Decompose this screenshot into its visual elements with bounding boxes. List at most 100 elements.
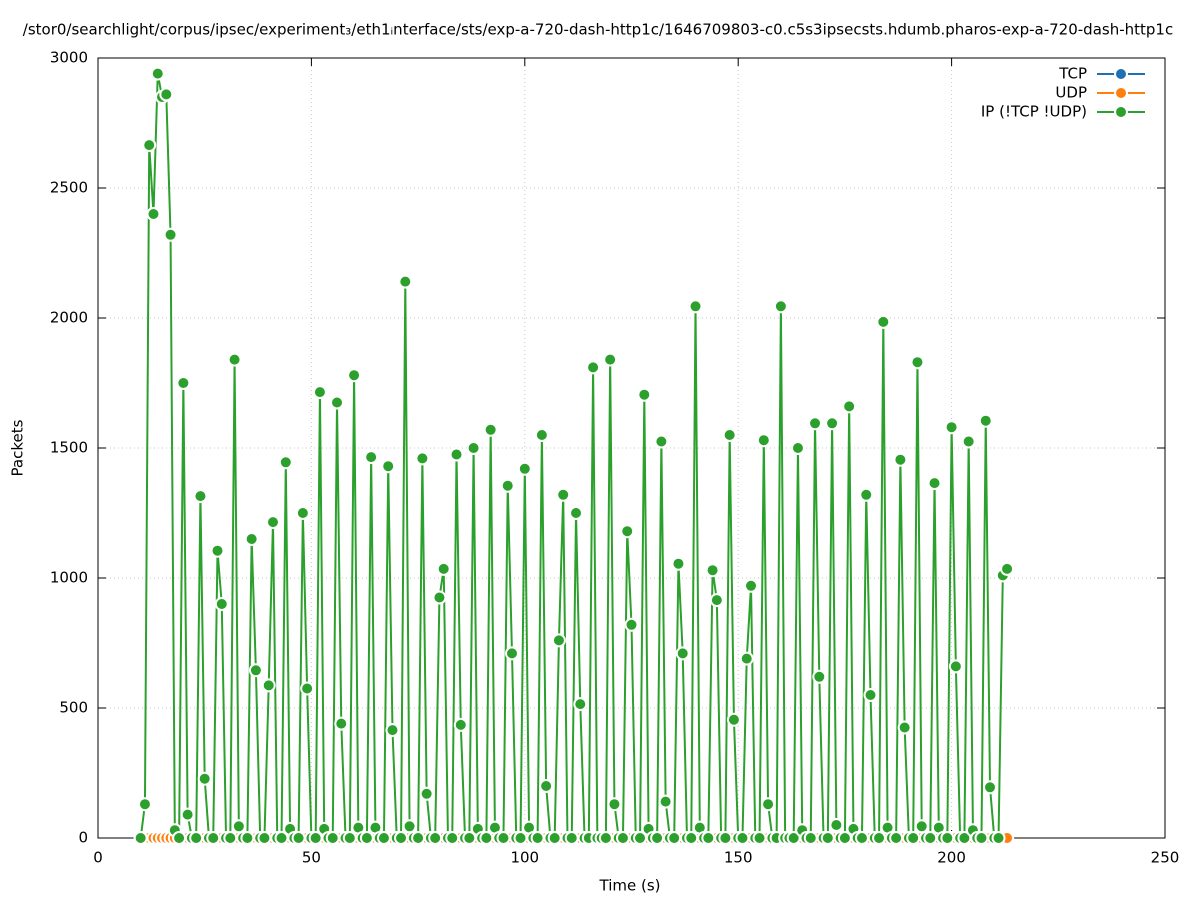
data-point: [500, 478, 515, 493]
y-axis-label: Packets: [9, 419, 27, 476]
data-point: [504, 646, 519, 661]
data-point: [756, 433, 771, 448]
x-tick-label: 0: [93, 849, 103, 867]
data-point: [573, 697, 588, 712]
data-point: [483, 422, 498, 437]
data-point: [534, 428, 549, 442]
data-point: [910, 355, 925, 370]
data-point: [897, 720, 912, 735]
data-point: [983, 780, 998, 795]
data-point: [295, 506, 310, 520]
y-tick-label: 1500: [50, 439, 88, 457]
data-point: [517, 461, 532, 476]
data-point: [394, 831, 409, 845]
data-point: [825, 416, 840, 431]
data-point: [607, 797, 622, 812]
x-tick-label: 50: [302, 849, 321, 867]
data-point: [453, 717, 468, 732]
data-point: [773, 299, 788, 314]
data-point: [142, 138, 157, 153]
data-point: [684, 831, 699, 845]
data-point: [927, 476, 942, 491]
data-point: [278, 455, 293, 470]
x-tick-label: 200: [937, 849, 966, 867]
data-point: [415, 451, 430, 466]
data-point: [726, 712, 741, 727]
data-point: [137, 797, 152, 812]
data-point: [709, 593, 724, 608]
data-point: [569, 506, 584, 520]
data-point: [978, 413, 993, 428]
x-axis-label: Time (s): [599, 877, 661, 895]
data-point: [445, 831, 460, 845]
data-point: [803, 831, 818, 845]
data-point: [829, 818, 844, 832]
data-point: [761, 797, 776, 812]
data-point: [539, 779, 554, 793]
data-point: [479, 831, 494, 845]
data-point: [419, 786, 434, 801]
data-point: [342, 831, 357, 845]
y-tick-label: 500: [59, 699, 88, 717]
data-point: [227, 352, 242, 367]
data-point: [300, 681, 315, 696]
data-point: [812, 669, 827, 684]
data-point: [291, 831, 306, 845]
data-point: [688, 299, 703, 314]
data-point: [948, 659, 963, 674]
data-point: [991, 831, 1006, 845]
data-point: [214, 597, 229, 611]
data-point: [436, 561, 451, 576]
data-point: [675, 646, 690, 661]
data-point: [334, 716, 349, 731]
data-point: [654, 434, 669, 449]
data-point: [359, 831, 374, 845]
data-point: [705, 563, 720, 578]
data-point: [231, 819, 246, 834]
y-tick-label: 3000: [50, 49, 88, 67]
data-point: [150, 66, 165, 81]
data-point: [744, 578, 759, 593]
x-tick-label: 150: [724, 849, 753, 867]
data-point: [820, 831, 835, 845]
data-point: [551, 633, 566, 648]
data-point: [172, 831, 187, 845]
data-point: [210, 543, 225, 558]
legend-label: UDP: [1055, 84, 1087, 102]
data-point: [180, 807, 195, 822]
data-point: [808, 416, 823, 431]
data-point: [466, 441, 481, 455]
y-tick-label: 0: [78, 829, 88, 847]
legend-label: TCP: [1058, 65, 1087, 83]
data-point: [496, 831, 511, 845]
data-point: [603, 352, 618, 367]
legend-marker: [1114, 67, 1128, 81]
data-point: [667, 831, 682, 845]
data-point: [790, 441, 805, 455]
data-point: [364, 450, 379, 465]
data-point: [564, 831, 579, 845]
data-point: [914, 819, 929, 834]
legend-label: IP (!TCP !UDP): [981, 103, 1087, 121]
data-point: [197, 771, 212, 786]
data-point: [876, 314, 891, 329]
data-point: [376, 831, 391, 845]
data-point: [265, 515, 280, 530]
data-point: [146, 207, 161, 221]
legend-marker: [1114, 105, 1128, 119]
legend-marker: [1114, 86, 1128, 100]
data-point: [133, 831, 148, 845]
data-point: [961, 434, 976, 449]
data-point: [620, 524, 635, 539]
data-point: [176, 376, 191, 390]
data-point: [923, 831, 938, 845]
data-point: [398, 274, 413, 289]
data-point: [586, 360, 601, 375]
data-point: [159, 87, 174, 102]
data-point: [223, 831, 238, 845]
data-point: [624, 617, 639, 632]
data-point: [893, 452, 908, 467]
data-point: [637, 387, 652, 402]
data-point: [906, 831, 921, 845]
